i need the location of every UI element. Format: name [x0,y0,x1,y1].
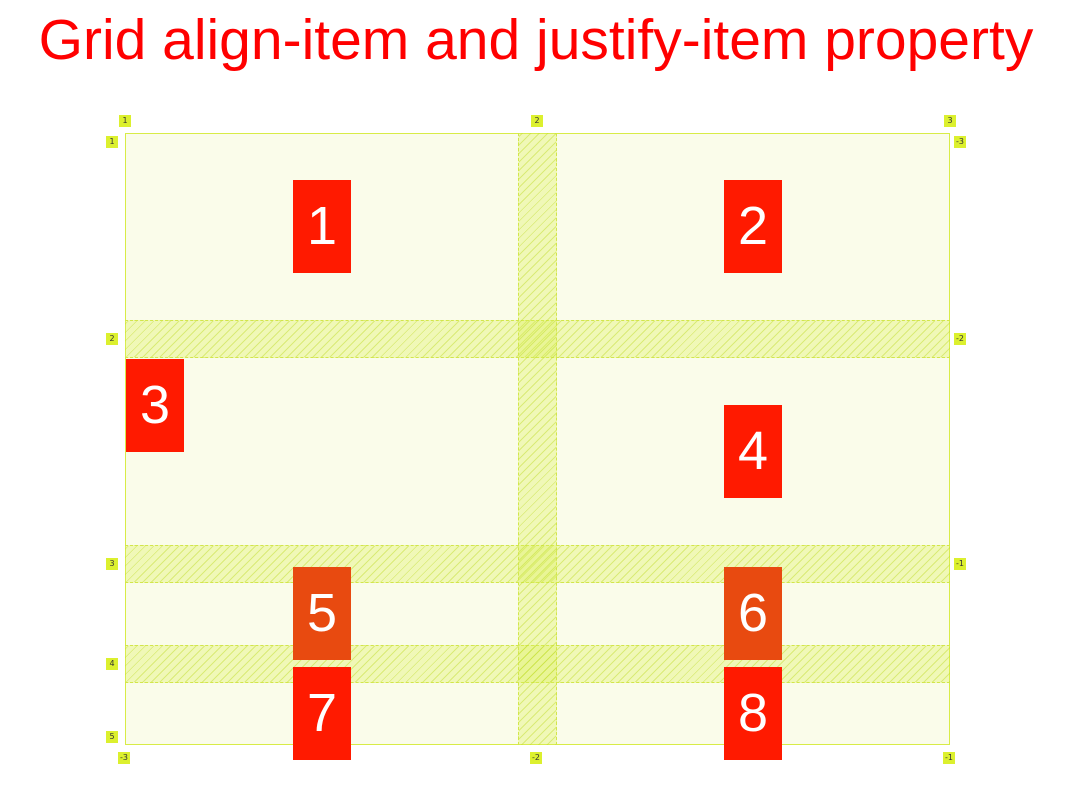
row-line-badge: -2 [954,333,966,345]
grid-item-6: 6 [724,567,782,660]
row-line-badge: 3 [106,558,118,570]
column-line-badge: 2 [531,115,543,127]
row-line-badge: 2 [106,333,118,345]
row-line-badge: -1 [954,558,966,570]
column-line-badge: -1 [943,752,955,764]
row-line-badge: 5 [106,731,118,743]
grid-container [125,133,950,745]
page-title: Grid align-item and justify-item propert… [38,8,1034,72]
row-line-badge: 1 [106,136,118,148]
grid-item-2: 2 [724,180,782,273]
row-gap-1 [125,320,950,358]
row-gap-2 [125,545,950,583]
column-line-badge: 3 [944,115,956,127]
grid-item-5: 5 [293,567,351,660]
row-line-badge: 4 [106,658,118,670]
grid-item-1: 1 [293,180,351,273]
column-line-badge: 1 [119,115,131,127]
row-line-badge: -3 [954,136,966,148]
column-gap-1 [518,133,557,745]
grid-item-3: 3 [126,359,184,452]
row-gap-3 [125,645,950,683]
column-line-badge: -3 [118,752,130,764]
grid-item-7: 7 [293,667,351,760]
grid-item-8: 8 [724,667,782,760]
grid-item-4: 4 [724,405,782,498]
column-line-badge: -2 [530,752,542,764]
